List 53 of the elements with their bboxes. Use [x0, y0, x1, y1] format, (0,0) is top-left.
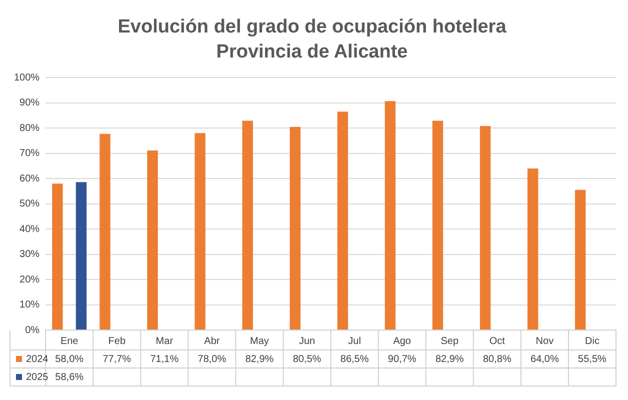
bar [337, 112, 348, 330]
x-tick-label: Jul [348, 336, 361, 347]
data-label: 55,5% [578, 354, 607, 365]
bar [575, 190, 586, 330]
y-tick-label: 20% [20, 274, 40, 286]
chart-title: Evolución del grado de ocupación hotelera [118, 16, 507, 38]
data-label: 58,6% [55, 372, 84, 383]
bar [194, 133, 206, 330]
legend-label: 2024 [26, 354, 49, 365]
y-tick-label: 0% [25, 324, 40, 336]
bar [527, 168, 538, 330]
x-tick-label: Sep [440, 336, 459, 347]
data-label: 90,7% [388, 354, 416, 365]
bar [242, 120, 253, 330]
x-tick-label: Ene [60, 336, 79, 347]
data-label: 80,5% [292, 354, 322, 365]
y-tick-label: 60% [20, 173, 40, 184]
x-tick-label: May [250, 336, 269, 347]
x-tick-label: Feb [108, 336, 126, 347]
data-label: 58,0% [55, 354, 84, 365]
y-tick-label: 30% [20, 249, 40, 260]
bar [480, 126, 491, 330]
data-label: 77,7% [102, 354, 132, 365]
bar [76, 182, 87, 330]
data-label: 82,9% [245, 354, 274, 365]
y-tick-label: 10% [20, 300, 40, 311]
data-label: 71,1% [150, 354, 179, 365]
y-tick-label: 100% [14, 72, 40, 84]
chart-subtitle: Provincia de Alicante [216, 41, 408, 62]
bar [432, 120, 444, 330]
x-tick-label: Ago [393, 336, 412, 347]
y-tick-label: 70% [20, 148, 40, 160]
bar [100, 134, 110, 330]
x-tick-label: Mar [156, 336, 174, 347]
data-label: 78,0% [198, 354, 226, 365]
data-label: 80,8% [482, 354, 512, 365]
y-tick-label: 50% [20, 198, 40, 210]
bar [290, 126, 300, 330]
bar [52, 184, 63, 330]
data-label: 86,5% [340, 354, 369, 365]
y-tick-label: 90% [20, 98, 40, 109]
bar [147, 150, 158, 330]
x-tick-label: Oct [489, 336, 506, 347]
x-tick-label: Nov [536, 336, 554, 347]
y-tick-label: 80% [20, 122, 40, 134]
x-tick-label: Dic [585, 336, 600, 347]
data-label: 82,9% [435, 354, 464, 365]
bar [384, 101, 396, 330]
y-tick-label: 40% [20, 224, 40, 235]
data-label: 64,0% [530, 354, 559, 365]
legend-label: 2025 [26, 372, 49, 383]
x-tick-label: Jun [298, 336, 316, 347]
x-tick-label: Abr [204, 336, 220, 347]
